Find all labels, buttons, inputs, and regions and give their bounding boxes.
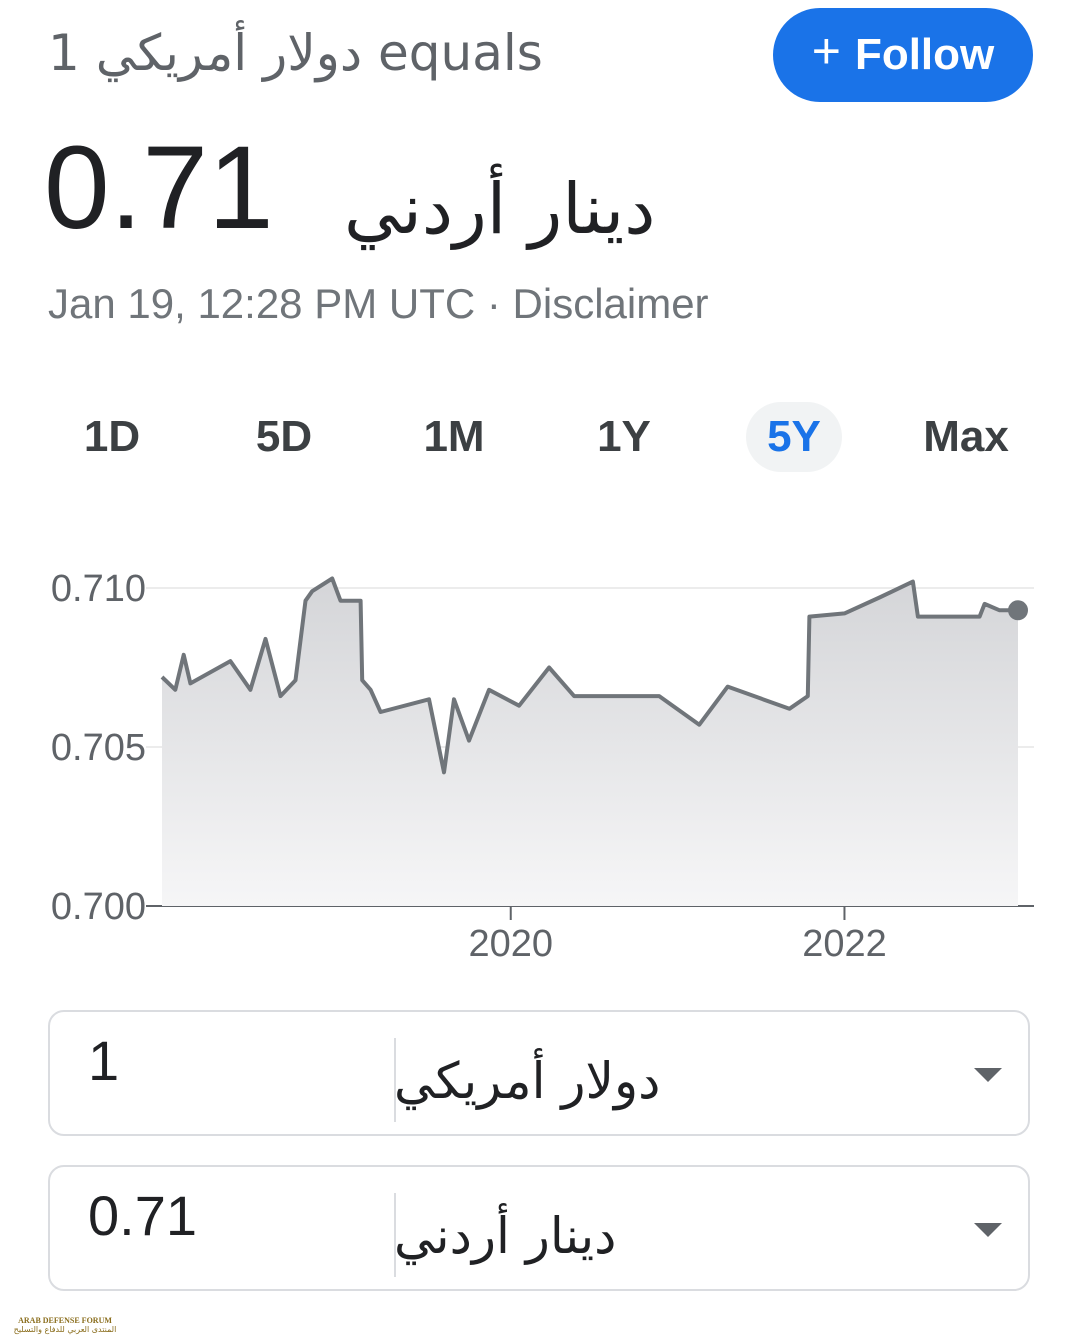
converter-row[interactable]: 0.71 دينار أردني [48,1165,1030,1291]
range-tab[interactable]: Max [923,412,1009,461]
end-dot [1008,600,1028,621]
y-tick-label: 0.710 [51,568,146,610]
watermark-name: ARAB DEFENSE FORUM [18,1316,112,1325]
amount[interactable]: 0.71 [88,1184,197,1247]
rate-value: 0.71 [44,122,274,254]
plus-icon: + [811,23,841,79]
rate-unit: دينار أردني [344,168,656,250]
chart: 0.700 0.705 0.710 2020 2022 [51,568,1034,965]
range-tab[interactable]: 1M [423,412,485,461]
y-tick-label: 0.705 [51,727,146,769]
amount[interactable]: 1 [88,1029,120,1092]
follow-label: Follow [854,30,995,79]
follow-button[interactable]: + Follow [773,8,1033,102]
series-line [160,576,1018,775]
disclaimer-link[interactable]: Disclaimer [512,280,709,327]
range-tab[interactable]: 1Y [597,412,651,461]
separator [394,1193,396,1277]
currency[interactable]: دولار أمريكي [394,1052,661,1110]
x-tick-label: 2020 [468,923,553,965]
header-title: 1 دولار أمريكي equals [48,24,543,82]
timestamp: Jan 19, 12:28 PM UTC · Disclaimer [48,280,709,328]
currency[interactable]: دينار أردني [394,1207,617,1265]
title-text: 1 دولار أمريكي equals [48,24,543,82]
range-tab[interactable]: 5Y [746,402,842,472]
watermark: ARAB DEFENSE FORUM المنتدى العربي للدفاع… [10,1248,120,1334]
x-tick-label: 2022 [802,923,887,965]
watermark-arabic: المنتدى العربي للدفاع والتسليح [13,1325,117,1334]
dropdown-arrow[interactable] [974,1068,1002,1082]
y-tick-label: 0.700 [51,886,146,928]
converter-row[interactable]: 1 دولار أمريكي [48,1010,1030,1136]
range-tab[interactable]: 5D [255,412,313,461]
time-text: Jan 19, 12:28 PM UTC · [48,280,513,327]
area-fill [162,578,1018,906]
dropdown-arrow[interactable] [974,1223,1002,1237]
separator [394,1038,396,1122]
range-tab[interactable]: 1D [83,412,141,461]
